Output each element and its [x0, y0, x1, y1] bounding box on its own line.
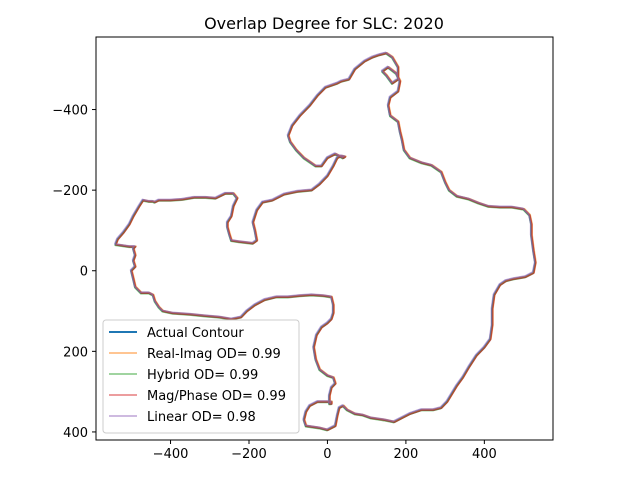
- x-tick-label: 0: [323, 447, 331, 462]
- series-line-4: [114, 51, 536, 430]
- x-tick-label: −200: [231, 447, 267, 462]
- legend-label: Hybrid OD= 0.99: [147, 368, 258, 383]
- legend: Actual Contour Real-Imag OD= 0.99 Hybrid O…: [102, 319, 300, 434]
- legend-label: Real-Imag OD= 0.99: [147, 347, 281, 362]
- x-tick-label: 400: [472, 447, 497, 462]
- y-axis: −400 −200 0 200 400: [52, 104, 96, 441]
- x-tick-label: −400: [153, 447, 189, 462]
- x-tick-label: 200: [393, 447, 418, 462]
- series-line-3: [115, 52, 537, 432]
- y-tick-label: 400: [63, 426, 88, 441]
- legend-label: Linear OD= 0.98: [147, 410, 256, 425]
- y-tick-label: −400: [52, 104, 88, 119]
- x-axis: −400 −200 0 200 400: [153, 440, 497, 462]
- legend-box: [102, 319, 300, 434]
- y-tick-label: 200: [63, 345, 88, 360]
- legend-label: Mag/Phase OD= 0.99: [147, 389, 286, 404]
- y-tick-label: −200: [52, 184, 88, 199]
- legend-label: Actual Contour: [147, 326, 244, 341]
- plot-area: [95, 36, 554, 441]
- y-tick-label: 0: [80, 265, 88, 280]
- series-layer: [114, 51, 537, 432]
- chart-title: Overlap Degree for SLC: 2020: [204, 14, 444, 33]
